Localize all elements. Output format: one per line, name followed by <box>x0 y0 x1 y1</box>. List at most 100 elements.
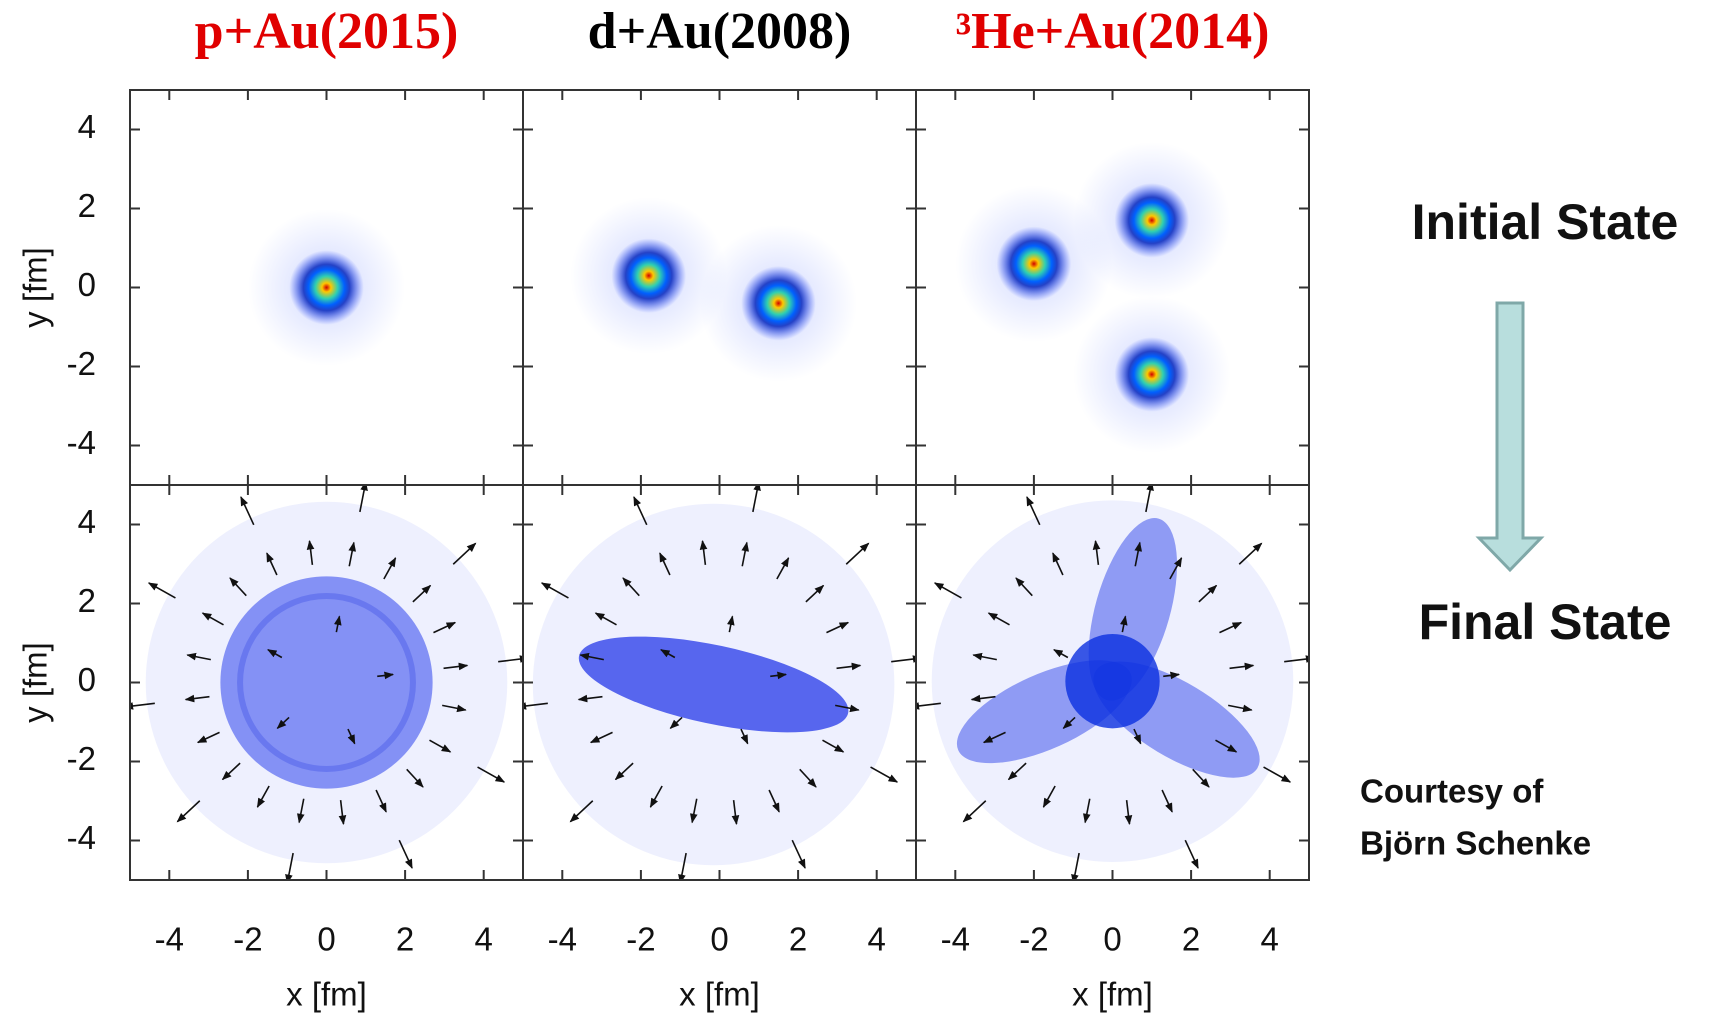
flow-arrow <box>1133 728 1142 745</box>
panel-content <box>916 485 1309 880</box>
flow-arrow <box>891 655 916 663</box>
flow-arrow <box>1120 615 1128 633</box>
flow-arrow <box>377 671 395 680</box>
nucleon-blob <box>996 226 1072 302</box>
flow-arrow <box>970 694 996 703</box>
flow-arrow <box>594 612 617 626</box>
y-tick-label: 2 <box>78 582 96 619</box>
fireball <box>220 576 433 789</box>
flow-arrow <box>1229 662 1255 671</box>
y-tick-label: 2 <box>78 187 96 224</box>
flow-arrow <box>297 798 305 824</box>
flow-arrow <box>822 739 845 753</box>
flow-arrow <box>285 852 294 880</box>
panel-content <box>523 485 916 880</box>
flow-arrow <box>1052 552 1064 576</box>
y-tick-label: 0 <box>78 266 96 303</box>
flow-arrow <box>1228 704 1253 713</box>
flow-arrow <box>1215 739 1238 753</box>
y-tick-label: -4 <box>67 819 96 856</box>
flow-arrow <box>359 485 368 513</box>
y-tick-label: -4 <box>67 424 96 461</box>
flow-arrow <box>690 798 698 824</box>
flow-arrow <box>540 582 569 599</box>
flow-arrow <box>348 541 356 567</box>
flow-arrow <box>669 716 683 730</box>
flow-arrow <box>770 671 788 680</box>
flow-arrow <box>221 762 241 781</box>
flow-arrow <box>1026 496 1041 526</box>
flow-arrow <box>1062 716 1076 730</box>
x-axis-label: x [fm] <box>679 976 760 1013</box>
flow-arrow <box>1042 785 1056 808</box>
x-axis-label: x [fm] <box>286 976 367 1013</box>
flow-arrow <box>633 496 648 526</box>
x-tick-label: -2 <box>1019 921 1048 958</box>
flow-arrow <box>429 739 452 753</box>
flow-arrow <box>962 800 987 823</box>
flow-arrow <box>256 785 270 808</box>
flow-arrow <box>649 785 663 808</box>
fireball-ring <box>237 593 416 772</box>
flow-arrow <box>184 694 210 703</box>
x-tick-label: -4 <box>155 921 184 958</box>
y-tick-label: -2 <box>67 345 96 382</box>
flow-arrow <box>933 582 962 599</box>
flow-arrow <box>334 615 342 633</box>
flow-arrow <box>659 552 671 576</box>
flow-arrow <box>752 485 761 513</box>
flow-arrow <box>768 789 780 813</box>
panel-title: ³He+Au(2014) <box>956 3 1270 60</box>
flow-arrow <box>1145 485 1154 513</box>
flow-arrow <box>1238 542 1263 565</box>
flow-arrow <box>799 768 817 788</box>
flow-arrow <box>523 702 548 710</box>
flow-arrow <box>398 839 413 869</box>
flow-arrow <box>452 542 477 565</box>
flow-arrow <box>699 539 708 565</box>
x-tick-label: 4 <box>475 921 493 958</box>
flow-arrow <box>982 731 1006 744</box>
x-axis-label: x [fm] <box>1072 976 1153 1013</box>
flow-arrow <box>791 839 806 869</box>
flow-arrow <box>916 702 941 710</box>
panel-title: d+Au(2008) <box>588 3 852 60</box>
flow-arrow <box>1092 539 1101 565</box>
y-tick-label: -2 <box>67 740 96 777</box>
flow-arrow <box>870 766 899 783</box>
flow-arrow <box>826 621 850 634</box>
flow-arrow <box>727 615 735 633</box>
flow-arrow <box>577 694 603 703</box>
x-tick-label: 2 <box>396 921 414 958</box>
nucleon-blob <box>1114 183 1190 258</box>
state-arrow <box>1475 301 1545 573</box>
flow-arrow <box>579 652 604 661</box>
x-tick-label: -2 <box>233 921 262 958</box>
x-tick-label: 2 <box>789 921 807 958</box>
flow-arrow <box>972 652 997 661</box>
flow-arrow <box>1163 671 1181 680</box>
panel-content <box>955 141 1231 453</box>
flow-arrow <box>412 584 432 603</box>
fireball <box>578 636 849 733</box>
credit-line: Björn Schenke <box>1360 825 1591 862</box>
flow-arrow <box>1284 655 1309 663</box>
flow-arrow <box>614 762 634 781</box>
flow-arrow <box>678 852 687 880</box>
flow-arrow <box>186 652 211 661</box>
panel-content <box>247 208 406 367</box>
nucleon-blob <box>741 265 816 341</box>
flow-arrow <box>443 662 469 671</box>
flow-arrow <box>622 577 640 597</box>
flow-arrow <box>1071 852 1080 880</box>
flow-arrow <box>240 496 255 526</box>
flow-arrow <box>1184 839 1199 869</box>
x-tick-label: 0 <box>317 921 335 958</box>
flow-arrow <box>196 731 220 744</box>
initial-label: Initial State <box>1412 194 1679 250</box>
flow-arrow <box>1134 541 1142 567</box>
flow-arrow <box>1124 800 1133 826</box>
flow-arrow <box>1263 766 1292 783</box>
